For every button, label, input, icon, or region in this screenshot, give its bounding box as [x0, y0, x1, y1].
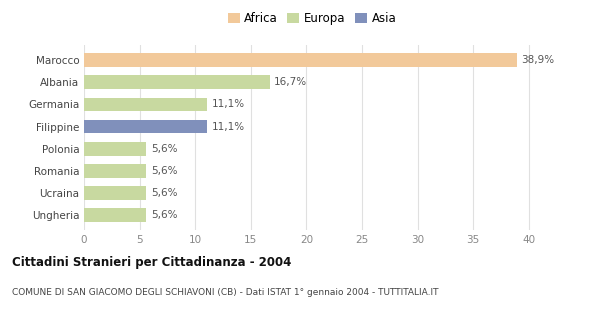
Legend: Africa, Europa, Asia: Africa, Europa, Asia — [226, 10, 398, 28]
Text: 16,7%: 16,7% — [274, 77, 307, 87]
Text: 5,6%: 5,6% — [151, 144, 177, 154]
Bar — [84, 142, 146, 156]
Text: 11,1%: 11,1% — [212, 122, 245, 132]
Text: 5,6%: 5,6% — [151, 210, 177, 220]
Text: Cittadini Stranieri per Cittadinanza - 2004: Cittadini Stranieri per Cittadinanza - 2… — [12, 256, 292, 269]
Bar — [84, 76, 270, 89]
Bar — [84, 120, 208, 133]
Bar — [84, 53, 517, 67]
Bar — [84, 98, 208, 111]
Bar — [84, 164, 146, 178]
Text: 5,6%: 5,6% — [151, 188, 177, 198]
Text: 38,9%: 38,9% — [521, 55, 554, 65]
Text: COMUNE DI SAN GIACOMO DEGLI SCHIAVONI (CB) - Dati ISTAT 1° gennaio 2004 - TUTTIT: COMUNE DI SAN GIACOMO DEGLI SCHIAVONI (C… — [12, 288, 439, 297]
Bar — [84, 186, 146, 200]
Bar — [84, 208, 146, 222]
Text: 11,1%: 11,1% — [212, 100, 245, 109]
Text: 5,6%: 5,6% — [151, 166, 177, 176]
